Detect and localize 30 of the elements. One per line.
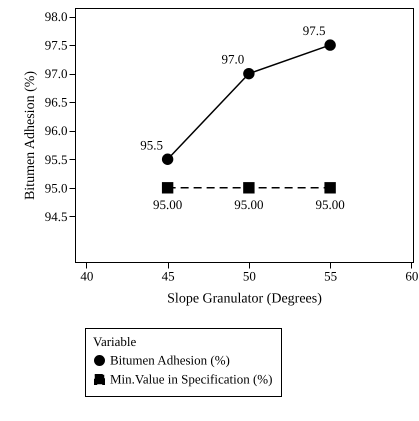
point — [324, 39, 336, 51]
y-tick-label: 98.0 — [44, 9, 68, 24]
y-tick-label: 97.5 — [44, 38, 68, 53]
y-tick-label: 96.0 — [44, 123, 68, 138]
data-label: 95.00 — [316, 196, 345, 212]
y-tick-label: 94.5 — [44, 208, 68, 224]
data-label: 95.00 — [153, 196, 182, 212]
x-tick-label: 60 — [405, 268, 418, 284]
legend-label: Bitumen Adhesion (%) — [110, 352, 230, 368]
point — [162, 154, 174, 165]
point — [243, 68, 255, 80]
legend-title: Variable — [93, 334, 137, 349]
x-axis-title: Slope Granulator (Degrees) — [167, 292, 322, 306]
data-label: 97.5 — [302, 23, 326, 38]
y-tick-label: 95.0 — [44, 180, 68, 196]
y-tick-label: 97.0 — [44, 66, 68, 82]
legend-label: Min.Value in Specification (%) — [110, 372, 272, 386]
data-label: 95.00 — [234, 196, 264, 212]
data-label: 97.0 — [222, 52, 244, 67]
x-tick-label: 40 — [80, 268, 94, 284]
x-tick-label: 50 — [242, 268, 256, 284]
y-tick-label: 95.5 — [44, 152, 68, 167]
point — [243, 182, 255, 194]
x-tick-label: 55 — [324, 268, 338, 284]
point — [324, 182, 336, 194]
point — [162, 182, 174, 194]
y-axis-title: Bitumen Adhesion (%) — [22, 70, 38, 200]
y-tick-label: 96.5 — [44, 94, 68, 110]
x-tick-label: 45 — [162, 268, 175, 284]
data-label: 95.5 — [140, 137, 163, 152]
